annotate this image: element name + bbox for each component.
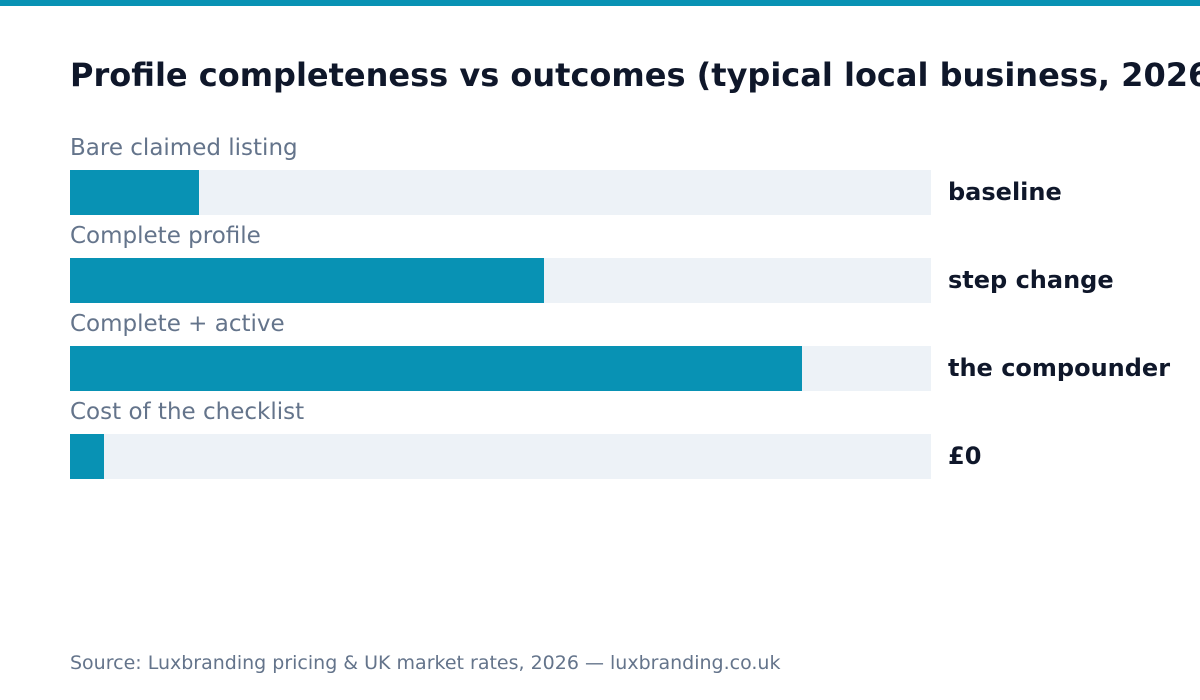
bar <box>70 434 104 479</box>
bar-row: Bare claimed listing baseline <box>0 137 1200 217</box>
bar-track <box>70 346 931 391</box>
top-accent-rule <box>0 0 1200 6</box>
bar-track <box>70 258 931 303</box>
category-label: Complete profile <box>70 223 261 249</box>
bar <box>70 170 199 215</box>
bar-value-label: step change <box>948 266 1114 294</box>
category-label: Cost of the checklist <box>70 399 305 425</box>
chart-title: Profile completeness vs outcomes (typica… <box>70 56 1200 94</box>
bar-row: Complete + active the compounder <box>0 313 1200 393</box>
bar <box>70 346 802 391</box>
category-label: Complete + active <box>70 311 285 337</box>
bar-row: Cost of the checklist £0 <box>0 401 1200 481</box>
bar-value-label: the compounder <box>948 354 1171 382</box>
bar-track <box>70 170 931 215</box>
category-label: Bare claimed listing <box>70 135 298 161</box>
bar <box>70 258 544 303</box>
source-note: Source: Luxbranding pricing & UK market … <box>70 652 781 674</box>
bar-row: Complete profile step change <box>0 225 1200 305</box>
bar-value-label: baseline <box>948 178 1062 206</box>
bar-value-label: £0 <box>948 442 982 470</box>
bar-track <box>70 434 931 479</box>
